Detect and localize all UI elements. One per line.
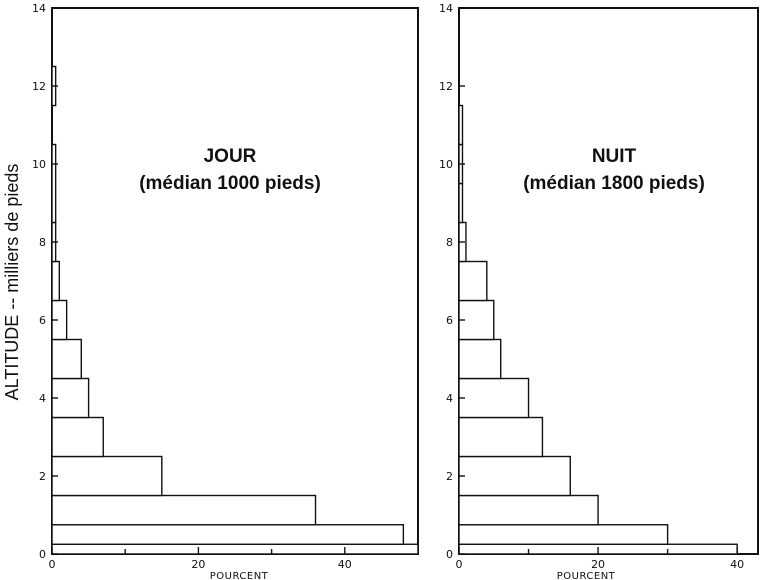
bar-nuit-12: [458, 104, 464, 146]
bar-jour-0: [51, 543, 419, 555]
x-tick-label-nuit-0: 0: [456, 558, 463, 571]
bar-nuit-8: [458, 260, 488, 302]
x-tick-label-jour-40: 40: [338, 558, 352, 571]
panel-nuit-ticks: 0 2 4 6 8 10 12 14 0 20 40: [439, 2, 744, 571]
bar-jour-3: [51, 455, 163, 497]
panel-jour: 0 2 4 6 8 10 12 14 0 20 40 JOUR (médian 1000 pieds…: [32, 2, 419, 580]
y-tick-label-nuit-0: 0: [446, 548, 453, 561]
y-tick-label-jour-12: 12: [32, 80, 46, 93]
x-tick-label-jour-20: 20: [191, 558, 205, 571]
bar-nuit-3: [458, 455, 571, 497]
y-tick-label-nuit-14: 14: [439, 2, 453, 15]
y-tick-label-jour-6: 6: [39, 314, 46, 327]
y-tick-label-nuit-8: 8: [446, 236, 453, 249]
y-tick-label-jour-4: 4: [39, 392, 46, 405]
bar-nuit-1: [458, 524, 669, 545]
y-tick-label-nuit-4: 4: [446, 392, 453, 405]
bar-jour-4: [51, 416, 104, 458]
y-tick-label-nuit-6: 6: [446, 314, 453, 327]
panel-nuit-title: NUIT: [592, 146, 637, 167]
x-tick-label-nuit-20: 20: [591, 558, 605, 571]
y-tick-label-nuit-10: 10: [439, 158, 453, 171]
bar-jour-10: [51, 143, 57, 224]
panel-jour-bars: [51, 65, 419, 555]
bar-nuit-2: [458, 494, 599, 526]
panel-nuit-subtitle: (médian 1800 pieds): [523, 173, 705, 194]
bar-nuit-6: [458, 338, 502, 380]
bar-nuit-10: [458, 182, 464, 224]
y-tick-label-nuit-2: 2: [446, 470, 453, 483]
y-tick-label-jour-14: 14: [32, 2, 46, 15]
y-tick-label-nuit-12: 12: [439, 80, 453, 93]
y-tick-label-jour-8: 8: [39, 236, 46, 249]
bar-nuit-5: [458, 377, 530, 419]
bar-nuit-4: [458, 416, 544, 458]
bar-jour-2: [51, 494, 317, 526]
panel-jour-subtitle: (médian 1000 pieds): [139, 173, 321, 194]
panel-jour-x-axis-label: POURCENT: [210, 571, 269, 580]
y-tick-label-jour-2: 2: [39, 470, 46, 483]
x-tick-label-jour-0: 0: [49, 558, 56, 571]
x-tick-label-nuit-40: 40: [730, 558, 744, 571]
panel-nuit-x-axis-label: POURCENT: [557, 571, 616, 580]
panel-nuit: 0 2 4 6 8 10 12 14 0 20 40 NUIT (médian 1800 pieds…: [439, 2, 759, 580]
bar-jour-6: [51, 338, 82, 380]
bar-jour-8: [51, 260, 61, 302]
y-axis-label: ALTITUDE -- milliers de pieds: [2, 164, 22, 401]
bar-jour-1: [51, 524, 405, 545]
y-tick-label-jour-0: 0: [39, 548, 46, 561]
panel-jour-ticks: 0 2 4 6 8 10 12 14 0 20 40: [32, 2, 352, 571]
y-tick-label-jour-10: 10: [32, 158, 46, 171]
panel-jour-title: JOUR: [204, 146, 257, 167]
